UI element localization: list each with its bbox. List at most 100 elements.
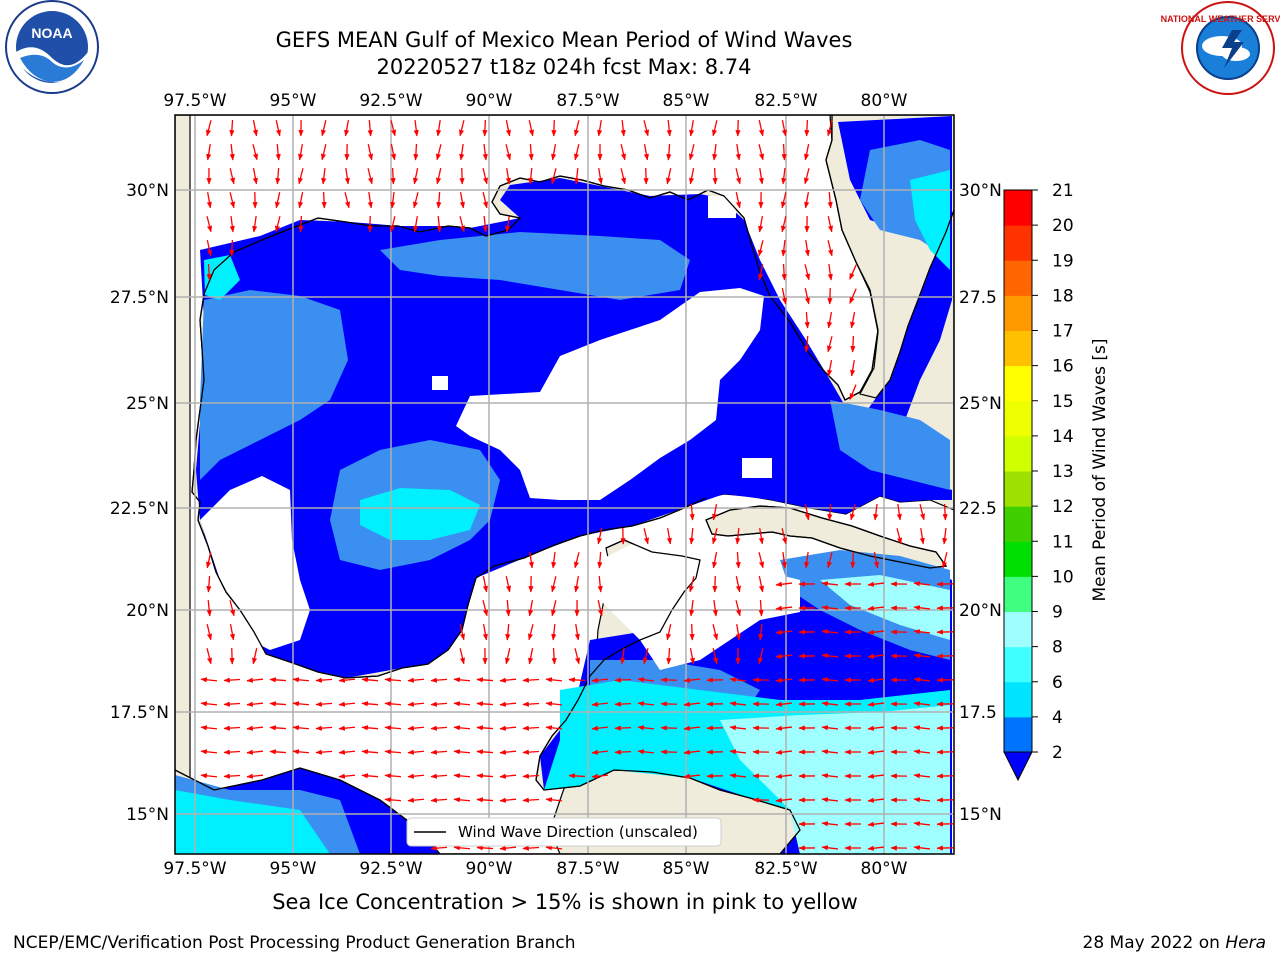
wind-arrow — [614, 677, 632, 683]
wind-arrow — [206, 648, 213, 665]
wind-arrow — [367, 144, 374, 161]
wind-arrow — [729, 701, 747, 707]
wind-arrow — [453, 677, 471, 683]
wind-arrow — [459, 143, 465, 161]
no-data-gulf-central — [456, 288, 764, 500]
wind-arrow — [315, 749, 333, 755]
wind-arrow — [522, 725, 540, 731]
colorbar-tick-label: 4 — [1052, 708, 1063, 728]
colorbar-tick-label: 6 — [1052, 673, 1063, 693]
wind-arrow — [528, 551, 534, 569]
wind-arrow — [274, 192, 281, 209]
colorbar-tick-label: 2 — [1052, 743, 1063, 763]
wind-arrow — [458, 120, 465, 137]
wind-arrow — [252, 648, 258, 665]
wind-arrow — [297, 168, 304, 185]
lat-label: 15°N — [126, 805, 169, 825]
lat-labels-left: 30°N 27.5°N 25°N 22.5°N 20°N 17.5°N 15°N — [110, 181, 169, 825]
wind-arrow — [867, 845, 885, 851]
wind-arrow — [229, 119, 235, 137]
colorbar-segment — [1004, 365, 1032, 402]
wind-arrow — [453, 773, 471, 779]
wind-arrow — [758, 576, 764, 593]
wind-arrow — [775, 725, 793, 731]
wind-arrow — [867, 581, 885, 587]
wind-arrow — [505, 144, 512, 161]
wind-arrow — [550, 576, 557, 593]
wind-arrow — [229, 239, 235, 257]
wind-arrow — [499, 845, 517, 851]
wind-arrow — [781, 143, 787, 161]
colorbar-tick-label: 9 — [1052, 603, 1063, 623]
wind-arrow — [573, 144, 580, 161]
wind-arrow — [522, 701, 540, 707]
wind-arrow — [803, 168, 810, 185]
wind-arrow — [683, 677, 701, 683]
wind-arrow — [821, 773, 839, 779]
wind-arrow — [344, 120, 350, 137]
wind-arrow — [775, 701, 793, 707]
wind-arrow — [412, 192, 419, 209]
wind-arrow — [781, 239, 787, 257]
wind-arrow — [896, 528, 903, 545]
wind-arrow — [896, 503, 902, 521]
wind-arrow — [758, 528, 764, 545]
wind-arrow — [775, 581, 793, 587]
lon-label: 95°W — [270, 859, 317, 879]
wind-arrow — [758, 144, 765, 161]
wind-arrow — [781, 288, 787, 305]
wave-field-4to6-d — [830, 400, 950, 490]
wind-arrow — [476, 749, 494, 755]
wind-arrow — [453, 701, 471, 707]
wind-arrow — [666, 647, 672, 665]
wind-arrow — [821, 725, 839, 731]
wind-arrow — [666, 119, 672, 137]
wind-arrow — [482, 143, 488, 161]
wind-arrow — [850, 312, 856, 329]
lat-label: 22.5°N — [110, 499, 169, 519]
lon-label: 82.5°W — [754, 91, 817, 111]
wind-arrow — [476, 845, 494, 851]
wind-arrow — [614, 725, 632, 731]
wind-arrow — [298, 192, 304, 209]
wind-arrow — [476, 701, 494, 707]
wind-arrow — [545, 701, 563, 707]
wind-arrow — [505, 120, 511, 137]
wind-arrow — [913, 749, 931, 755]
wind-arrow — [683, 773, 701, 779]
wind-arrow — [591, 701, 609, 707]
no-data-spot-a — [742, 458, 772, 478]
colorbar-tick-label: 20 — [1052, 216, 1074, 236]
wind-arrow — [735, 527, 741, 545]
wind-arrow — [436, 215, 442, 233]
wind-arrow — [361, 677, 379, 683]
wind-arrow — [757, 648, 764, 665]
wind-arrow — [361, 725, 379, 731]
colorbar-tick-label: 13 — [1052, 462, 1074, 482]
wave-field-4to6-b — [380, 232, 690, 300]
wind-arrow — [735, 551, 741, 569]
wind-arrow — [735, 168, 742, 185]
wind-arrow — [206, 192, 212, 209]
wind-arrow — [413, 168, 419, 185]
wind-arrow — [315, 725, 333, 731]
wind-arrow — [246, 701, 264, 707]
wind-arrow — [435, 144, 442, 161]
wind-arrow — [384, 773, 402, 779]
wind-arrow — [361, 773, 379, 779]
noaa-logo: NOAA — [5, 0, 99, 94]
footer-credit: NCEP/EMC/Verification Post Processing Pr… — [13, 933, 576, 953]
wind-arrow — [735, 600, 742, 617]
wind-arrow — [849, 384, 857, 401]
wind-arrow — [338, 677, 356, 683]
wind-arrow — [758, 120, 765, 137]
wind-arrow — [620, 168, 627, 185]
colorbar-segment — [1004, 471, 1032, 507]
wind-arrow — [711, 120, 718, 137]
lon-labels-bottom: 97.5°W 95°W 92.5°W 90°W 87.5°W 85°W 82.5… — [163, 859, 907, 879]
wind-arrow — [298, 144, 304, 161]
wind-arrow — [919, 504, 926, 521]
wind-arrow — [320, 120, 327, 137]
wind-arrow — [804, 288, 810, 305]
wind-arrow — [338, 701, 356, 707]
